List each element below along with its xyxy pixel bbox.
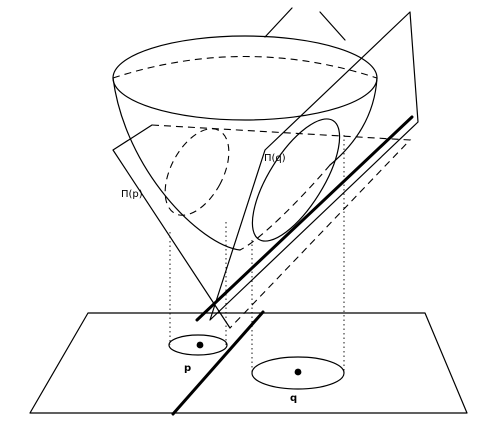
paraboloid-rim-front — [112, 35, 378, 121]
paraboloid-right-side — [329, 77, 378, 166]
paraboloid-right-side-hidden — [239, 164, 331, 251]
top-line-left — [264, 7, 293, 38]
point-q-dot — [294, 368, 302, 376]
plane-p-label: Π(p) — [121, 189, 143, 200]
plane-intersection-line — [195, 115, 414, 322]
lifted-disk-q-ellipse — [251, 118, 341, 242]
disk-p — [168, 334, 228, 356]
ground-bisector-line — [171, 310, 265, 416]
plane-p-outline-hidden — [151, 124, 412, 329]
paraboloid-left-side — [112, 77, 241, 251]
paraboloid-rim-hidden — [112, 56, 378, 79]
top-line-right — [319, 11, 346, 41]
plane-p-outline-visible — [112, 124, 231, 329]
ground-plane — [29, 312, 468, 414]
point-q-label: q — [290, 393, 297, 404]
point-p-dot — [196, 341, 204, 349]
plane-q-label: Π(q) — [264, 153, 286, 164]
disk-q — [251, 356, 345, 390]
plane-q-outline — [209, 11, 419, 321]
point-p-label: p — [184, 363, 191, 374]
lifted-disk-p-ellipse — [164, 128, 230, 216]
